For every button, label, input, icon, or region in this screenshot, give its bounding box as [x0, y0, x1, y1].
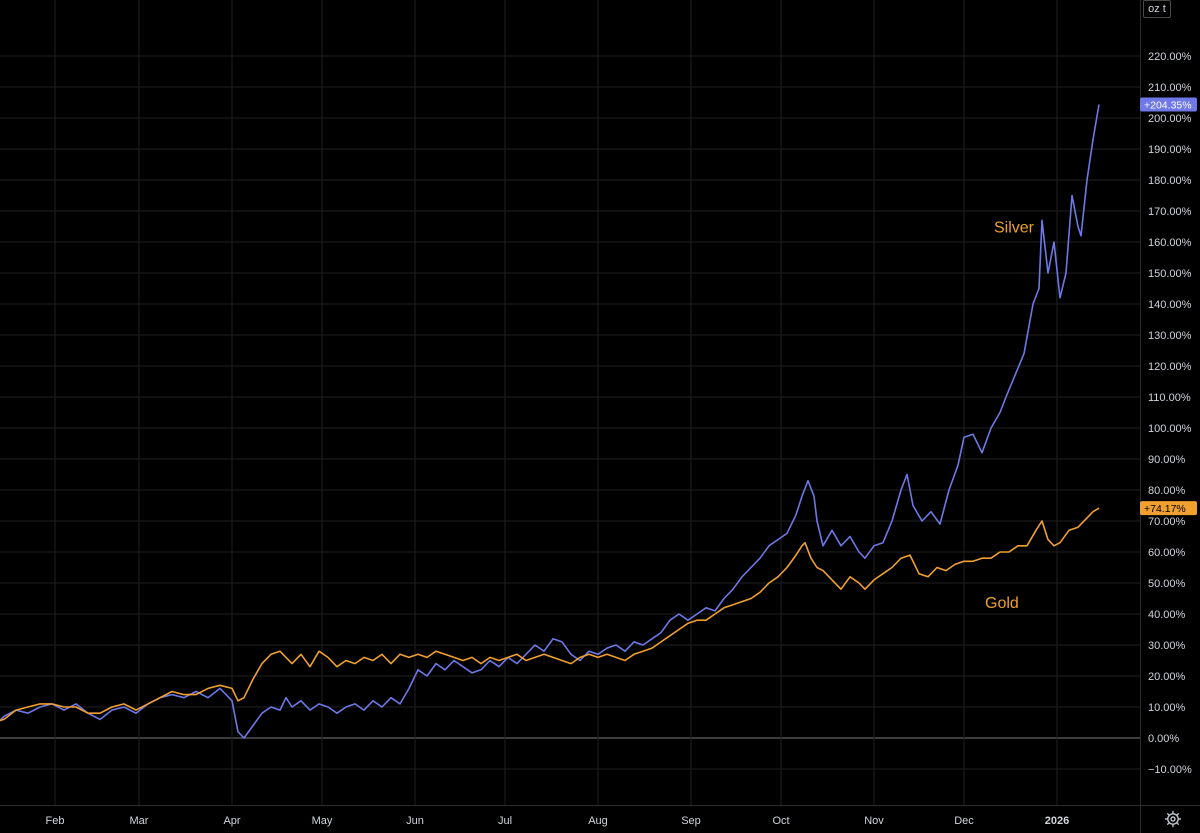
y-tick-label: 180.00%	[1148, 175, 1192, 187]
y-tick-label: 110.00%	[1148, 392, 1191, 404]
y-tick-label: 20.00%	[1148, 671, 1186, 683]
series-lines	[0, 104, 1100, 739]
y-tick-label: 160.00%	[1148, 237, 1192, 249]
x-tick-label: Apr	[223, 815, 240, 827]
x-tick-label: May	[312, 815, 333, 827]
y-tick-label: 120.00%	[1148, 361, 1192, 373]
y-tick-label: 150.00%	[1148, 268, 1192, 280]
badge-value: +74.17%	[1144, 503, 1186, 515]
x-tick-label: Nov	[864, 815, 884, 827]
badge-background	[1140, 501, 1197, 516]
badge-background	[1140, 97, 1197, 112]
y-tick-label: 200.00%	[1148, 113, 1192, 125]
chart-settings-button[interactable]	[1162, 808, 1184, 830]
x-tick-label: 2026	[1045, 815, 1069, 827]
y-tick-label: 40.00%	[1148, 609, 1186, 621]
y-tick-label: 130.00%	[1148, 330, 1192, 342]
y-tick-label: 210.00%	[1148, 82, 1192, 94]
y-tick-label: 30.00%	[1148, 640, 1186, 652]
x-tick-label: Aug	[588, 815, 608, 827]
x-tick-label: Sep	[681, 815, 701, 827]
badge-value: +204.35%	[1144, 100, 1192, 112]
y-tick-label: 50.00%	[1148, 578, 1186, 590]
y-tick-label: 100.00%	[1148, 423, 1192, 435]
annotations: Silver Gold	[985, 220, 1035, 612]
last-value-badges: +204.35% +74.17%	[1140, 97, 1197, 516]
y-tick-label: 190.00%	[1148, 144, 1192, 156]
y-tick-label: 0.00%	[1148, 733, 1179, 745]
last-value-badge-silver: +204.35%	[1140, 97, 1197, 112]
y-tick-label: 220.00%	[1148, 51, 1192, 63]
series-line-silver	[0, 104, 1100, 739]
y-tick-label: 140.00%	[1148, 299, 1192, 311]
y-tick-label: 60.00%	[1148, 547, 1186, 559]
y-tick-label: 80.00%	[1148, 485, 1186, 497]
series-line-gold	[0, 507, 1100, 722]
last-value-badge-gold: +74.17%	[1140, 501, 1197, 516]
series-label-gold: Gold	[985, 595, 1019, 612]
y-tick-label: 170.00%	[1148, 206, 1192, 218]
y-tick-label: 70.00%	[1148, 516, 1186, 528]
y-tick-label: −10.00%	[1148, 764, 1192, 776]
x-tick-label: Mar	[130, 815, 149, 827]
x-tick-label: Feb	[46, 815, 65, 827]
y-tick-label: 10.00%	[1148, 702, 1186, 714]
settings-gear-icon	[1164, 810, 1182, 828]
grid	[0, 0, 1140, 805]
unit-selector-button[interactable]: oz t	[1143, 0, 1171, 18]
x-tick-label: Dec	[954, 815, 974, 827]
y-tick-label: 90.00%	[1148, 454, 1186, 466]
x-tick-label: Jun	[406, 815, 424, 827]
series-label-silver: Silver	[994, 220, 1035, 237]
x-tick-label: Jul	[498, 815, 512, 827]
x-tick-label: Oct	[772, 815, 789, 827]
